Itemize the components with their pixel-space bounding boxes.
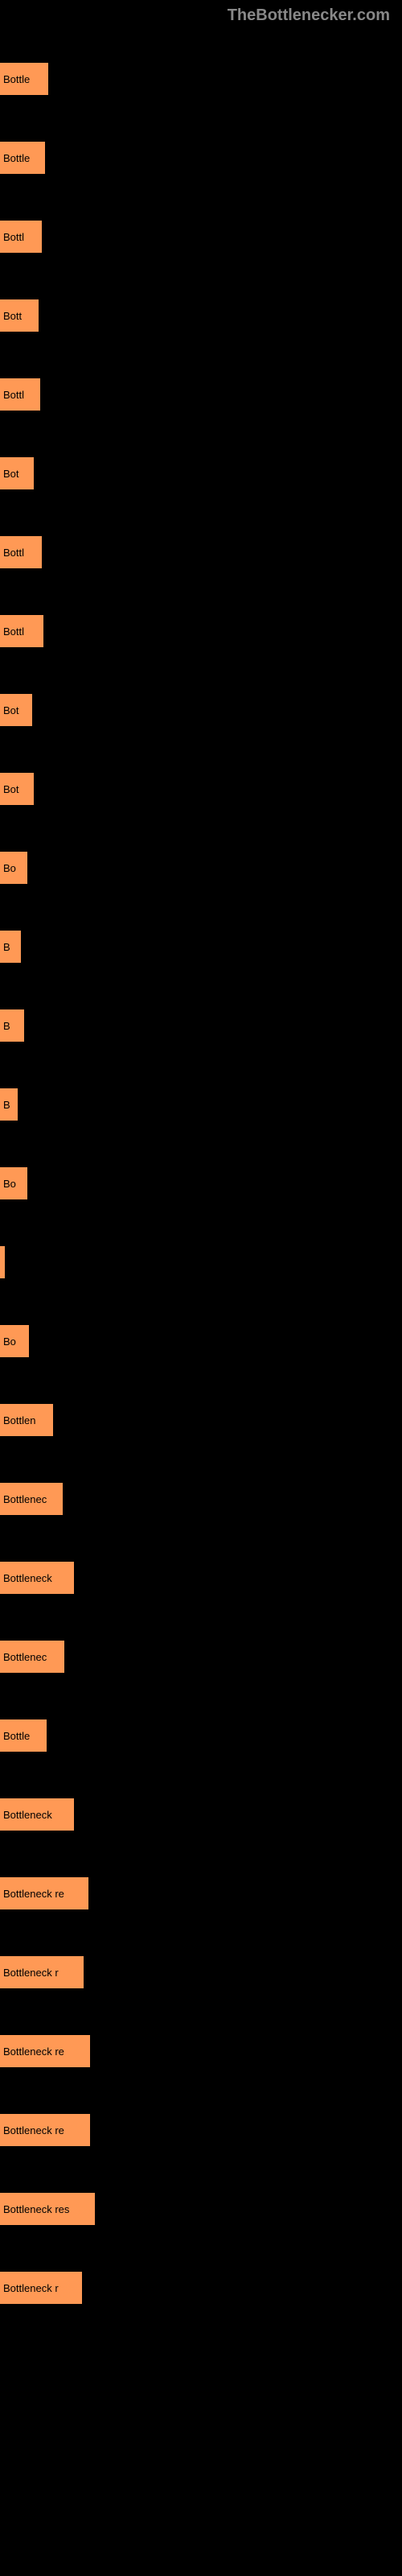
bar-row: Bottleneck — [0, 1538, 402, 1617]
chart-bar: Bottle — [0, 142, 45, 174]
bar-row: Bottlenec — [0, 1617, 402, 1696]
bar-label: Bottleneck re — [3, 2124, 64, 2136]
bar-label: Bott — [3, 310, 22, 322]
chart-bar: Bo — [0, 1325, 29, 1357]
bar-label: Bottl — [3, 625, 24, 638]
bar-row: B — [0, 907, 402, 986]
bar-label: Bottleneck — [3, 1572, 52, 1584]
bar-row: Bottleneck re — [0, 1854, 402, 1933]
chart-bar: Bot — [0, 694, 32, 726]
bar-label: B — [3, 1099, 10, 1111]
chart-bar: Bottleneck re — [0, 2035, 90, 2067]
header-brand: TheBottlenecker.com — [0, 0, 402, 31]
chart-bar: Bottl — [0, 378, 40, 411]
bar-label: Bottle — [3, 73, 30, 85]
chart-bar: Bottleneck re — [0, 1877, 88, 1909]
bar-row: Bottleneck re — [0, 2012, 402, 2091]
bar-row: Bo — [0, 1144, 402, 1223]
bar-label: Bottlenec — [3, 1651, 47, 1663]
chart-bar — [0, 1246, 5, 1278]
chart-bar: Bott — [0, 299, 39, 332]
bar-row: Bottleneck res — [0, 2169, 402, 2248]
bar-row: Bottl — [0, 513, 402, 592]
bar-row: Bottleneck re — [0, 2091, 402, 2169]
chart-bar: Bo — [0, 1167, 27, 1199]
chart-bar: Bottleneck — [0, 1798, 74, 1831]
bar-row: Bot — [0, 434, 402, 513]
chart-bar: Bottl — [0, 536, 42, 568]
brand-text: TheBottlenecker.com — [228, 6, 390, 24]
chart-bar: Bottleneck re — [0, 2114, 90, 2146]
bar-label: Bo — [3, 1335, 16, 1348]
bar-label: Bottl — [3, 389, 24, 401]
bar-label: B — [3, 1020, 10, 1032]
chart-bar: Bottlenec — [0, 1483, 63, 1515]
chart-bar: B — [0, 931, 21, 963]
chart-bar: B — [0, 1009, 24, 1042]
bar-label: Bot — [3, 468, 19, 480]
bar-row: Bottlen — [0, 1381, 402, 1459]
bar-label: Bo — [3, 862, 16, 874]
bar-row: Bottle — [0, 1696, 402, 1775]
bar-label: Bot — [3, 783, 19, 795]
bar-row: Bottl — [0, 197, 402, 276]
bar-label: Bottle — [3, 152, 30, 164]
bar-label: Bottleneck r — [3, 1967, 59, 1979]
chart-bar: Bottl — [0, 221, 42, 253]
chart-bar: Bottle — [0, 1719, 47, 1752]
bar-row: Bo — [0, 828, 402, 907]
bar-row: Bottleneck — [0, 1775, 402, 1854]
bar-label: Bottlen — [3, 1414, 35, 1426]
chart-bar: Bot — [0, 773, 34, 805]
bar-label: Bottlenec — [3, 1493, 47, 1505]
chart-bar: B — [0, 1088, 18, 1121]
bar-row: B — [0, 1065, 402, 1144]
chart-bar: Bottlen — [0, 1404, 53, 1436]
chart-bar: Bottleneck r — [0, 2272, 82, 2304]
bar-row: Bottle — [0, 39, 402, 118]
bar-label: Bottleneck res — [3, 2203, 69, 2215]
bar-label: B — [3, 941, 10, 953]
chart-bar: Bottl — [0, 615, 43, 647]
bar-row: B — [0, 986, 402, 1065]
bar-row: Bott — [0, 276, 402, 355]
bar-label: Bot — [3, 704, 19, 716]
bar-label: Bottleneck re — [3, 1888, 64, 1900]
bar-row: Bottle — [0, 118, 402, 197]
bar-row: Bot — [0, 671, 402, 749]
bar-row: Bot — [0, 749, 402, 828]
bar-row — [0, 1223, 402, 1302]
bar-label: Bottleneck r — [3, 2282, 59, 2294]
chart-bar: Bo — [0, 852, 27, 884]
chart-bar: Bottleneck res — [0, 2193, 95, 2225]
bar-label: Bottl — [3, 231, 24, 243]
bar-label: Bottl — [3, 547, 24, 559]
bar-label: Bottleneck — [3, 1809, 52, 1821]
chart-bar: Bottlenec — [0, 1641, 64, 1673]
bars-container: Bottle Bottle Bottl Bott Bottl Bot Bottl Bottl B… — [0, 31, 402, 2335]
bar-label: Bo — [3, 1178, 16, 1190]
bar-row: Bottleneck r — [0, 2248, 402, 2327]
chart-bar: Bottleneck r — [0, 1956, 84, 1988]
chart-bar: Bot — [0, 457, 34, 489]
bar-label: Bottle — [3, 1730, 30, 1742]
bar-row: Bo — [0, 1302, 402, 1381]
bar-label: Bottleneck re — [3, 2046, 64, 2058]
bar-row: Bottl — [0, 355, 402, 434]
chart-bar: Bottle — [0, 63, 48, 95]
bar-row: Bottl — [0, 592, 402, 671]
bar-row: Bottleneck r — [0, 1933, 402, 2012]
chart-bar: Bottleneck — [0, 1562, 74, 1594]
bar-row: Bottlenec — [0, 1459, 402, 1538]
